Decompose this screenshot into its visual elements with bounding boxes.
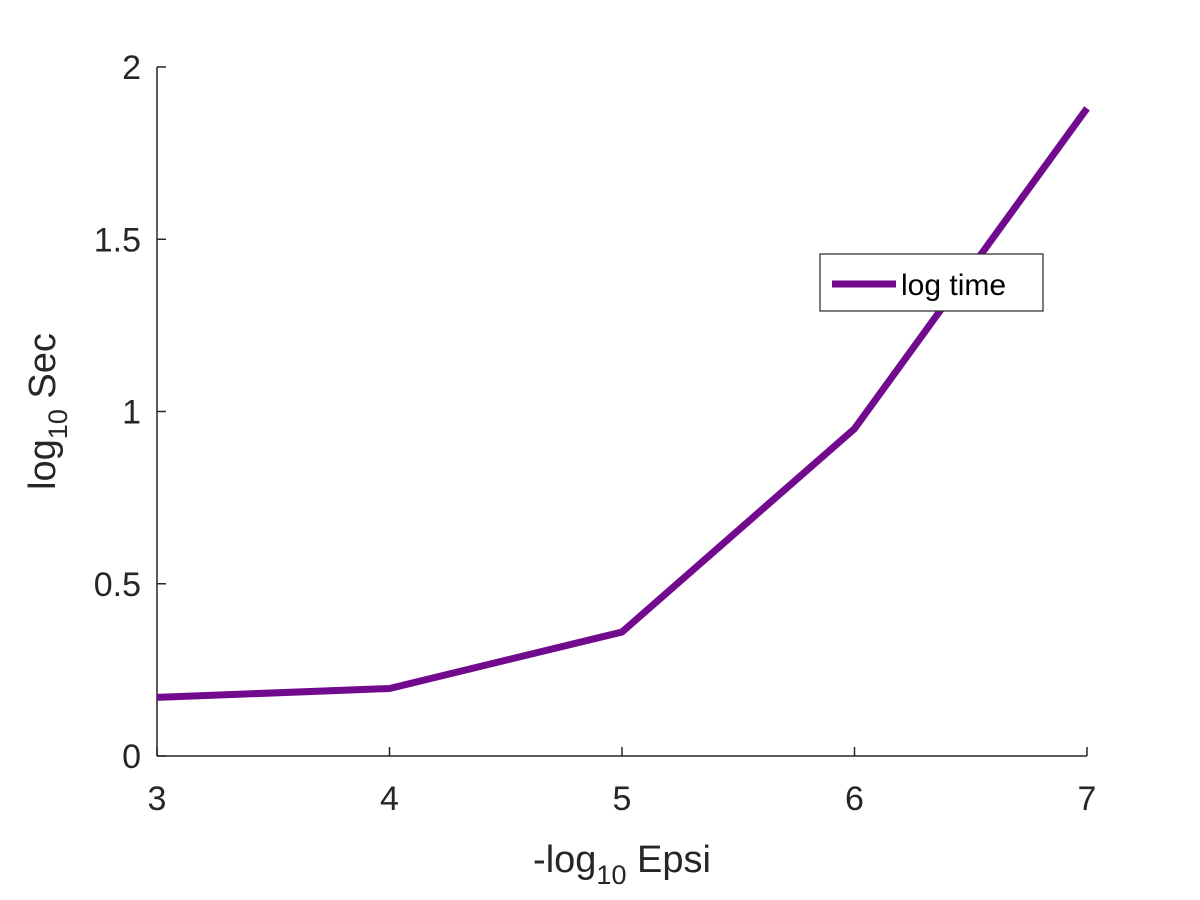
plot-area: 3 4 5 6 7 0 0.5 1 1.5 2 [94,49,1097,818]
y-tick-label: 0.5 [94,566,141,604]
y-tick-label: 1.5 [94,221,141,259]
y-axis-title-subscript: 10 [43,409,73,439]
y-axis-ticks: 0 0.5 1 1.5 2 [94,49,166,776]
series-layer [156,106,1090,701]
y-axis-title-prefix: log [22,439,64,490]
x-axis-title-subscript: 10 [596,860,626,890]
x-axis-title-suffix: Epsi [626,839,710,881]
x-tick-label: 4 [380,780,399,818]
legend: log time [819,253,1044,312]
x-axis-title-prefix: -log [533,839,596,881]
y-axis-title: log10 Sec [22,333,73,490]
x-tick-label: 6 [845,780,864,818]
x-axis-ticks: 3 4 5 6 7 [148,747,1097,818]
x-tick-label: 5 [613,780,632,818]
x-tick-label: 7 [1078,780,1097,818]
y-tick-label: 1 [122,394,141,432]
y-tick-label: 0 [122,738,141,776]
x-tick-label: 3 [148,780,167,818]
y-axis-title-suffix: Sec [22,333,64,409]
x-axis-title: -log10 Epsi [533,839,711,890]
y-tick-label: 2 [122,49,141,87]
legend-label-log-time: log time [901,269,1006,302]
series-line-log-time [156,106,1090,701]
